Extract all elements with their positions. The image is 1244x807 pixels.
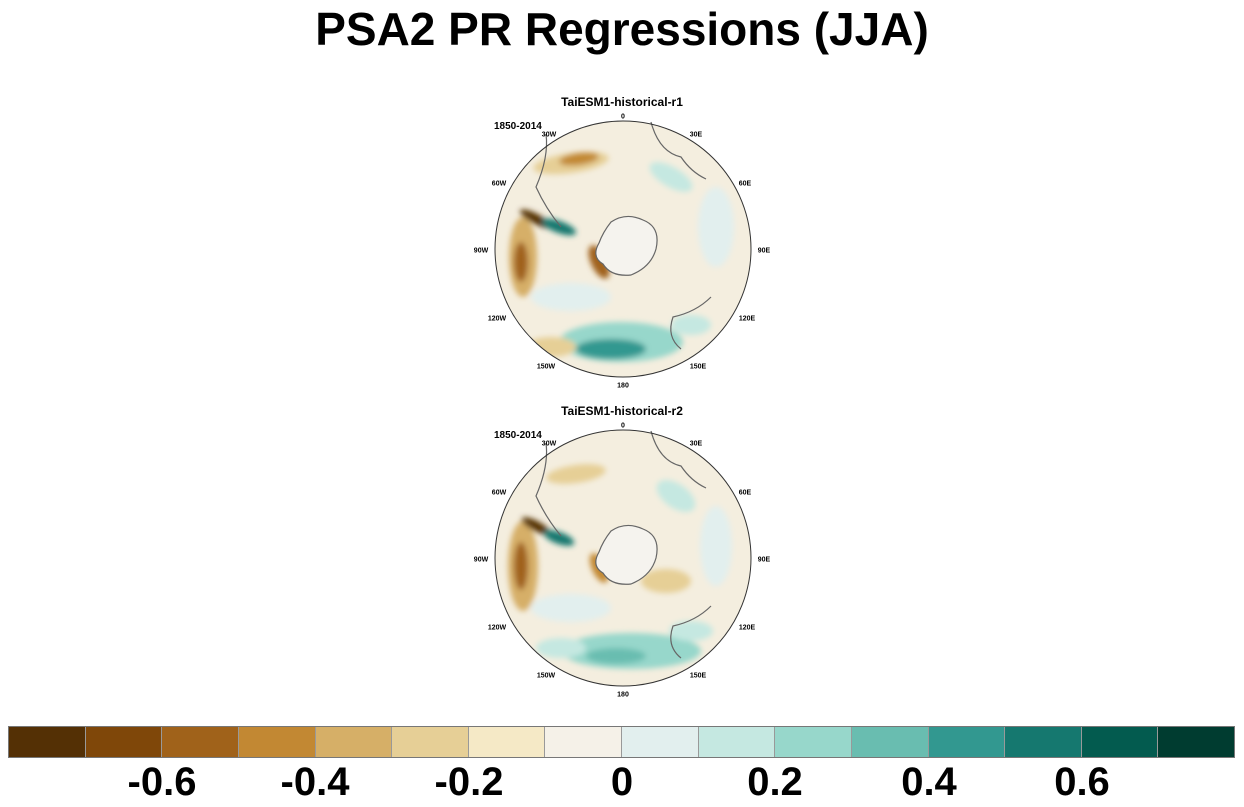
polar-map-r1 (494, 120, 752, 378)
colorbar-bin (698, 727, 776, 757)
lon-label: 90E (757, 247, 771, 255)
lon-label: 60E (738, 489, 752, 497)
lon-label: 180 (617, 691, 629, 699)
colorbar-bin (775, 727, 852, 757)
colorbar-tick-label: -0.6 (127, 760, 197, 804)
figure-title: PSA2 PR Regressions (JJA) (315, 3, 929, 55)
lon-label: 120W (487, 315, 507, 323)
colorbar-tick-label: 0.2 (747, 760, 803, 804)
lon-label: 90W (473, 247, 489, 255)
colorbar-tick-label: -0.4 (280, 760, 350, 804)
colorbar-bin (851, 727, 929, 757)
lon-label: 150E (689, 672, 707, 680)
lon-label: 90W (473, 556, 489, 564)
lon-label: 30E (689, 440, 703, 448)
colorbar-bin (468, 727, 546, 757)
lon-label: 30W (541, 440, 557, 448)
colorbar-tick-label: 0.4 (901, 760, 957, 804)
colorbar-tick-label: 0.6 (1054, 760, 1110, 804)
colorbar-bin (545, 727, 622, 757)
lon-label: 30W (541, 131, 557, 139)
colorbar-bin (1081, 727, 1159, 757)
colorbar-bin (315, 727, 393, 757)
lon-label: 60W (491, 489, 507, 497)
lon-label: 180 (617, 382, 629, 390)
colorbar-bin (9, 727, 86, 757)
colorbar-bin (85, 727, 163, 757)
colorbar-tick-label: 0 (610, 760, 634, 804)
colorbar-bin (1005, 727, 1082, 757)
lon-label: 120W (487, 624, 507, 632)
lon-label: 0 (621, 422, 625, 430)
colorbar-bin (1158, 727, 1234, 757)
panel-title-r2: TaiESM1-historical-r2 (561, 404, 683, 418)
lon-label: 150W (536, 672, 556, 680)
lon-label: 60W (491, 180, 507, 188)
lon-label: 30E (689, 131, 703, 139)
panel-title-r1: TaiESM1-historical-r1 (561, 95, 683, 109)
colorbar-bin (928, 727, 1006, 757)
colorbar-bin (392, 727, 469, 757)
polar-map-r2 (494, 429, 752, 687)
lon-label: 120E (738, 624, 756, 632)
period-label-r1: 1850-2014 (494, 121, 542, 132)
lon-label: 150E (689, 363, 707, 371)
lon-label: 120E (738, 315, 756, 323)
lon-label: 0 (621, 113, 625, 121)
colorbar (8, 726, 1235, 758)
colorbar-bin (238, 727, 316, 757)
colorbar-bin (162, 727, 239, 757)
colorbar-bin (622, 727, 699, 757)
lon-label: 60E (738, 180, 752, 188)
period-label-r2: 1850-2014 (494, 430, 542, 441)
colorbar-tick-label: -0.2 (434, 760, 504, 804)
lon-label: 150W (536, 363, 556, 371)
lon-label: 90E (757, 556, 771, 564)
